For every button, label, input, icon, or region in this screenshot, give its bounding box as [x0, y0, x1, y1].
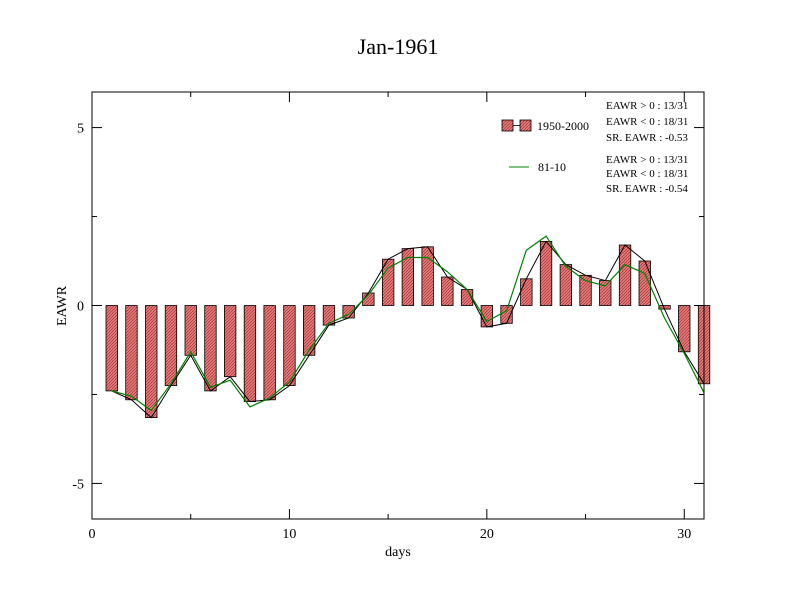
- bar: [204, 305, 217, 392]
- bar: [441, 276, 454, 306]
- bar: [223, 305, 237, 378]
- bar: [105, 305, 118, 392]
- legend-label-bars: 1950-2000: [537, 119, 589, 133]
- legend: 1950-2000 81-10 EAWR > 0 : 13/31 EAWR < …: [501, 100, 688, 195]
- bar: [539, 240, 553, 306]
- x-tick-label: 30: [677, 527, 691, 542]
- bar: [145, 305, 158, 418]
- y-tick-label: -5: [72, 477, 84, 492]
- x-tick-label: 10: [282, 527, 296, 542]
- legend-bar-swatch-right: [519, 119, 532, 132]
- chart-title: Jan-1961: [358, 34, 439, 59]
- legend-label-line: 81-10: [538, 160, 566, 174]
- stat-bars-negative: EAWR < 0 : 18/31: [606, 116, 688, 128]
- bar: [618, 244, 632, 306]
- line-series: [111, 235, 705, 412]
- bar: [243, 305, 257, 402]
- x-axis-label: days: [385, 545, 411, 560]
- bar: [302, 305, 316, 356]
- stat-line-sr: SR. EAWR : -0.54: [606, 183, 688, 195]
- x-tick-label: 0: [89, 527, 96, 542]
- stat-bars-positive: EAWR > 0 : 13/31: [606, 100, 688, 112]
- bar: [678, 305, 691, 353]
- stat-line-negative: EAWR < 0 : 18/31: [606, 168, 688, 180]
- y-tick-label: 0: [77, 300, 84, 315]
- stat-bars-sr: SR. EAWR : -0.53: [606, 132, 688, 144]
- bar: [520, 278, 533, 306]
- legend-bar-swatch-left: [501, 119, 514, 132]
- bar: [184, 305, 197, 356]
- bar: [579, 274, 592, 306]
- bar: [480, 305, 494, 328]
- y-axis-label: EAWR: [55, 285, 70, 326]
- bar: [283, 305, 296, 386]
- stat-line-positive: EAWR > 0 : 13/31: [606, 154, 688, 166]
- bar: [421, 246, 434, 306]
- bar: [263, 305, 276, 401]
- bar: [125, 305, 138, 401]
- x-tick-label: 20: [480, 527, 494, 542]
- bar: [559, 264, 572, 306]
- y-tick-label: 5: [77, 122, 84, 137]
- bar: [322, 305, 336, 326]
- bar-series-line: [111, 240, 705, 419]
- bar: [164, 305, 178, 386]
